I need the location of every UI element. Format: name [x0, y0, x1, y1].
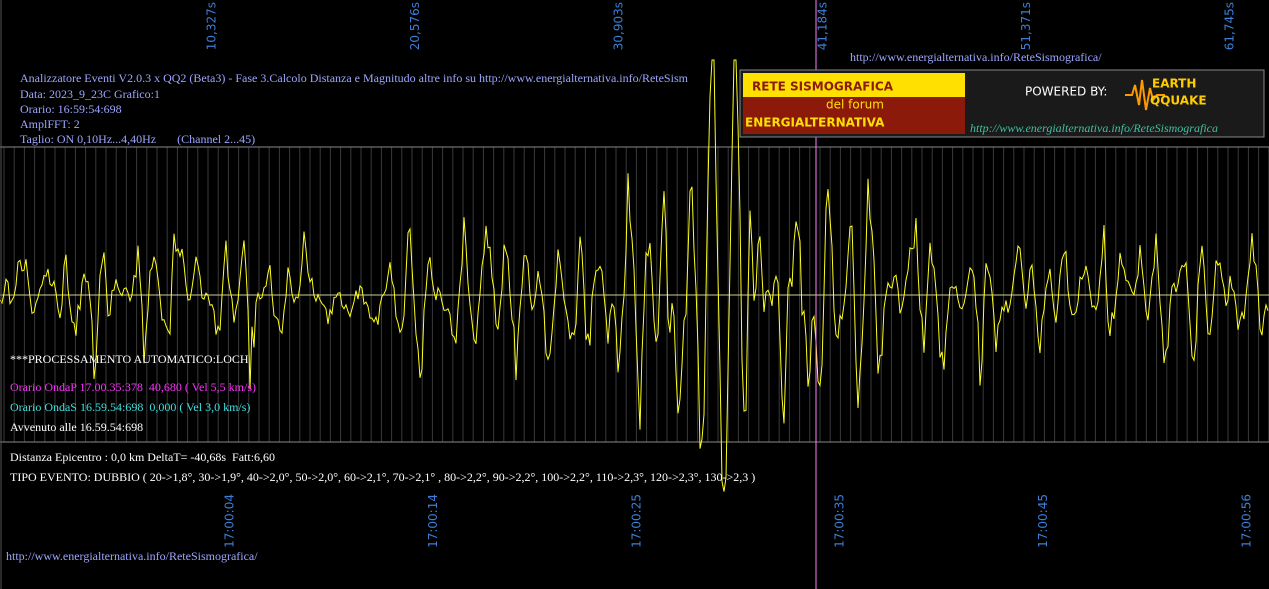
logo-band [743, 73, 965, 97]
logo-url: http://www.energialternativa.info/ReteSi… [970, 121, 1218, 135]
top-time-label: 30,903s [612, 2, 626, 50]
header-line: Orario: 16:59:54:698 [20, 102, 122, 116]
logo-earth: EARTH [1152, 77, 1196, 91]
avvenuto: Avvenuto alle 16.59.54:698 [10, 420, 143, 434]
bottom-time-labels: 17:00:04 17:00:14 17:00:25 17:00:35 17:00:45… [223, 494, 1254, 548]
top-time-label: 20,576s [408, 2, 422, 50]
logo-quake: QQUAKE [1150, 94, 1207, 108]
onda-s: Orario OndaS 16.59.54:698 0,000 ( Vel 3,… [10, 400, 250, 414]
waveform [0, 59, 1269, 492]
header-info: Analizzatore Eventi V2.0.3 x QQ2 (Beta3)… [20, 71, 689, 146]
logo-name: ENERGIALTERNATIVA [745, 116, 885, 130]
top-time-label: 41,184s [815, 2, 829, 50]
header-line: Taglio: ON 0,10Hz...4,40Hz (Channel 2...… [20, 132, 255, 146]
footer-url: http://www.energialternativa.info/ReteSi… [6, 549, 258, 563]
header-line: AmplFFT: 2 [20, 117, 80, 131]
logo-title: RETE SISMOGRAFICA [752, 80, 894, 94]
tipo-evento: TIPO EVENTO: DUBBIO ( 20->1,8°, 30->1,9°… [10, 470, 755, 484]
bottom-time-label: 17:00:45 [1036, 494, 1050, 548]
logo-powered: POWERED BY: [1025, 85, 1107, 99]
distanza: Distanza Epicentro : 0,0 km DeltaT= -40,… [10, 450, 275, 464]
bottom-time-label: 17:00:56 [1240, 494, 1254, 548]
header-url: http://www.energialternativa.info/ReteSi… [850, 50, 1102, 64]
onda-p: Orario OndaP 17.00.35:378 40,680 ( Vel 5… [10, 380, 256, 394]
top-time-labels: 10,327s 20,576s 30,903s 41,184s 51,371s 61,74… [205, 2, 1237, 50]
header-line: Data: 2023_9_23C Grafico:1 [20, 87, 160, 101]
processing-title: ***PROCESSAMENTO AUTOMATICO:LOCH [10, 352, 249, 366]
top-time-label: 10,327s [205, 2, 219, 50]
header-line: Analizzatore Eventi V2.0.3 x QQ2 (Beta3)… [20, 71, 689, 85]
bottom-time-label: 17:00:35 [833, 494, 847, 548]
top-time-label: 51,371s [1019, 2, 1033, 50]
logo-wave [1125, 79, 1165, 111]
top-time-label: 61,745s [1223, 2, 1237, 50]
bottom-time-label: 17:00:25 [629, 494, 643, 548]
logo-band [743, 97, 965, 134]
logo: RETE SISMOGRAFICA del forum ENERGIALTERN… [739, 69, 1265, 138]
logo-subtitle: del forum [826, 98, 884, 112]
bottom-time-label: 17:00:04 [223, 494, 237, 548]
bottom-time-label: 17:00:14 [426, 494, 440, 548]
